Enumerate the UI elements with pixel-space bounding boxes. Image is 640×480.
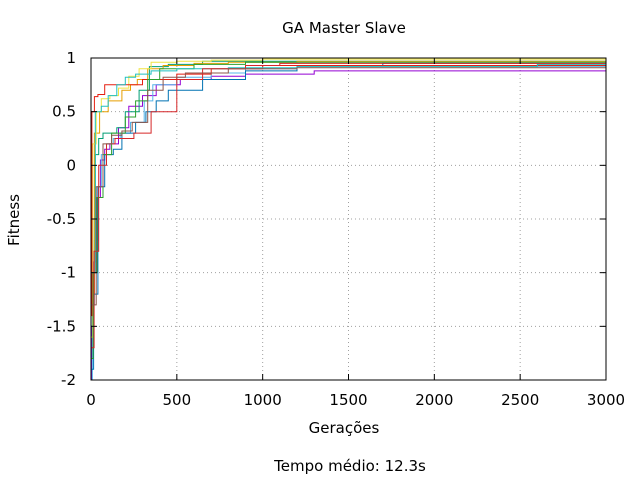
x-tick-label: 2000 bbox=[415, 391, 453, 409]
series-line-11 bbox=[91, 67, 606, 306]
x-tick-label: 1500 bbox=[329, 391, 367, 409]
series-line-9 bbox=[91, 63, 606, 274]
x-tick-label: 500 bbox=[163, 391, 192, 409]
series-group bbox=[91, 58, 607, 381]
y-tick-label: 0.5 bbox=[52, 103, 76, 121]
chart-title: GA Master Slave bbox=[282, 19, 406, 37]
x-axis-label: Gerações bbox=[309, 419, 380, 437]
y-tick-label: 0 bbox=[66, 156, 76, 174]
x-tick-labels: 0 500 1000 1500 2000 2500 3000 bbox=[86, 391, 625, 409]
x-tick-label: 3000 bbox=[587, 391, 625, 409]
y-tick-label: 1 bbox=[66, 49, 76, 67]
y-axis-label: Fitness bbox=[5, 194, 23, 246]
x-tick-label: 1000 bbox=[244, 391, 282, 409]
series-line-3 bbox=[91, 66, 606, 381]
series-line-5 bbox=[91, 58, 606, 338]
x-tick-label: 0 bbox=[86, 391, 96, 409]
grid bbox=[91, 58, 606, 380]
y-tick-labels: -2 -1.5 -1 -0.5 0 0.5 1 bbox=[47, 49, 76, 389]
tick-marks bbox=[90, 57, 607, 381]
y-tick-label: -1.5 bbox=[47, 317, 76, 335]
x-tick-label: 2500 bbox=[501, 391, 539, 409]
series-line-10 bbox=[91, 62, 606, 349]
series-line-8 bbox=[91, 61, 606, 359]
y-tick-label: -2 bbox=[61, 371, 76, 389]
y-tick-label: -1 bbox=[61, 264, 76, 282]
y-tick-label: -0.5 bbox=[47, 210, 76, 228]
series-line-6 bbox=[91, 62, 606, 370]
series-line-1 bbox=[91, 70, 606, 381]
series-line-4 bbox=[91, 60, 606, 295]
caption: Tempo médio: 12.3s bbox=[273, 457, 426, 475]
